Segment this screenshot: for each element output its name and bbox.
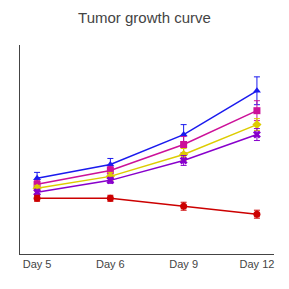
svg-text:Day 12: Day 12 [240, 258, 275, 270]
svg-text:Day 6: Day 6 [96, 258, 125, 270]
svg-text:Day 5: Day 5 [23, 258, 52, 270]
svg-text:Day 9: Day 9 [169, 258, 198, 270]
svg-text:Tumor growth curve: Tumor growth curve [78, 9, 211, 26]
